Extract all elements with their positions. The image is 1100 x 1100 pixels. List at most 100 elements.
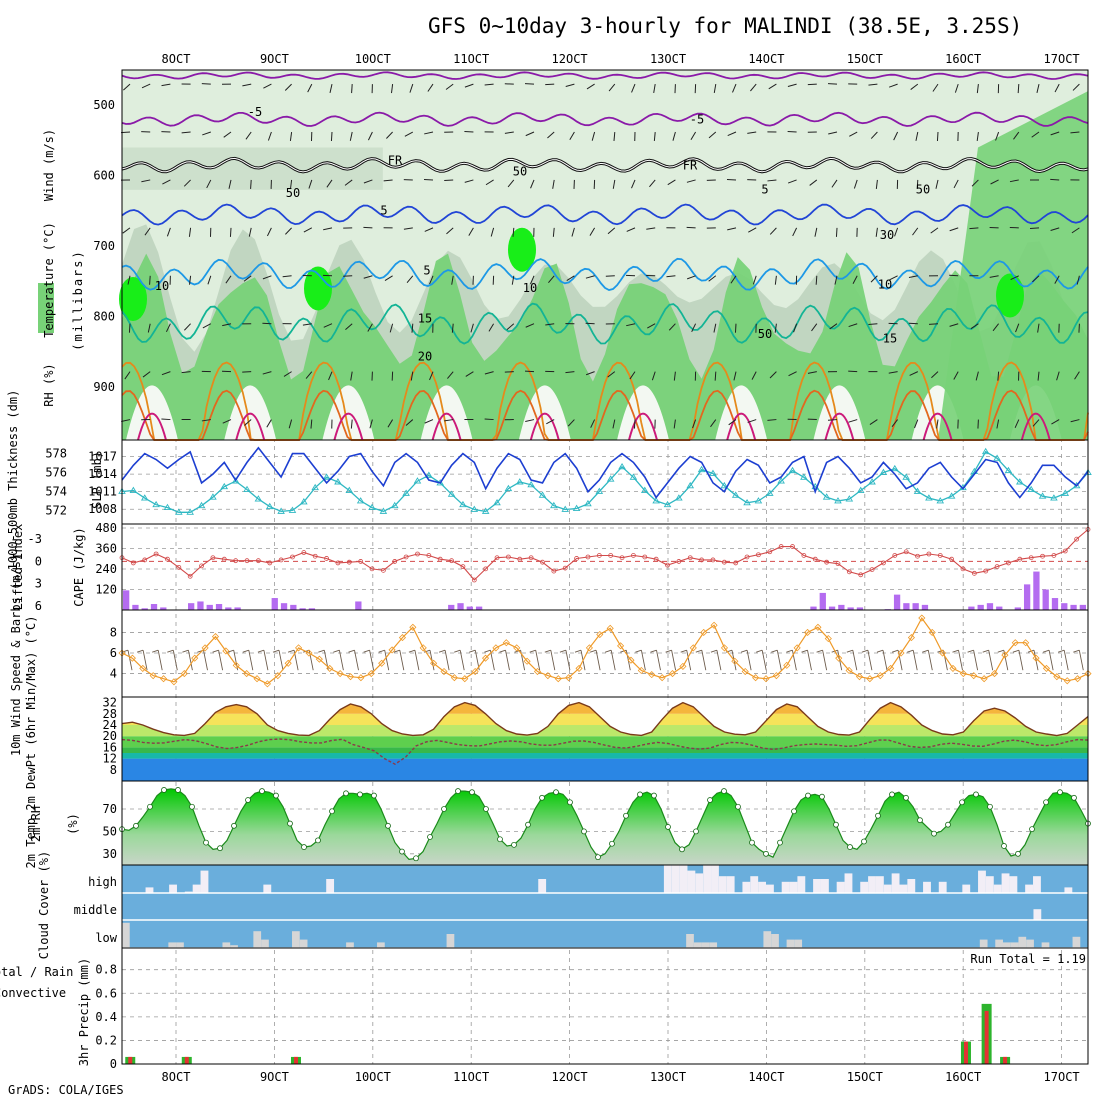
chart-title: GFS 0~10day 3-hourly for MALINDI (38.5E,… <box>428 14 1023 38</box>
thickness-point <box>777 477 785 484</box>
precip-convective-bar <box>1003 1056 1008 1064</box>
cape-bar <box>123 590 130 610</box>
wind-barb-10m <box>393 649 400 653</box>
wind-barb <box>831 179 838 188</box>
wind-barb <box>405 419 414 426</box>
cape-bar <box>912 603 919 610</box>
wind-barb-10m <box>142 650 148 671</box>
cloud-bar <box>711 865 719 893</box>
wind-speed-point <box>211 632 220 641</box>
thickness-point <box>413 477 422 484</box>
wind-barb <box>612 419 616 429</box>
wind-barb-10m <box>152 649 159 653</box>
date-label-bottom: 13OCT <box>650 1070 686 1084</box>
lifted-index-point <box>1040 553 1045 559</box>
thickness-point <box>231 477 240 484</box>
wind-speed-point <box>232 661 240 669</box>
wind-barb <box>1037 371 1040 381</box>
lifted-index-point <box>756 552 761 558</box>
ylabel-precip-total: Total / Rain <box>0 965 73 979</box>
wind-barb <box>282 275 292 278</box>
wind-barb <box>728 419 737 426</box>
wind-barb <box>206 179 212 189</box>
wind-speed-point <box>907 634 915 642</box>
rh-point <box>875 812 881 819</box>
wind-barb <box>590 419 596 428</box>
lifted-index-point <box>255 558 261 564</box>
wind-barb <box>827 419 838 421</box>
wind-barb <box>429 275 434 285</box>
slp-line <box>121 446 1089 499</box>
rh-point <box>987 803 993 810</box>
rh-point <box>735 803 741 810</box>
cape-bar <box>1033 571 1040 610</box>
rh-tick: 70 <box>103 802 117 816</box>
cape-bar <box>838 604 845 610</box>
wind-speed-point <box>191 654 199 662</box>
wind-barb <box>673 419 676 429</box>
lifted-index-point <box>415 551 420 557</box>
rh-point <box>525 821 531 828</box>
lifted-index-point <box>1017 556 1023 562</box>
rh-tick: 30 <box>103 847 117 861</box>
slp-tick: 1014 <box>88 467 117 481</box>
wind-barb <box>852 275 858 284</box>
wind-barb <box>464 131 474 133</box>
wind-barb <box>811 323 818 332</box>
pressure-tick: 600 <box>93 169 115 183</box>
wind-barb <box>512 227 515 237</box>
precip-convective-bar <box>963 1041 968 1064</box>
temp-band <box>122 736 1088 748</box>
rh-point <box>371 792 377 799</box>
rh-point <box>259 788 265 794</box>
isotherm-label: 10 <box>878 277 892 291</box>
wind-barb <box>1050 131 1060 136</box>
ylabel-cape: CAPE (J/kg) <box>72 527 86 606</box>
isotherm-line <box>121 203 1089 226</box>
wind-barb-10m <box>952 649 959 653</box>
wind-barb-10m <box>499 649 506 653</box>
wind-speed-point <box>990 670 999 678</box>
wind-speed-point <box>752 674 760 682</box>
cape-bar <box>1042 589 1049 610</box>
wind-speed-point <box>357 674 365 682</box>
thickness-point <box>334 478 342 485</box>
wind-barb <box>367 323 373 332</box>
wind-barb <box>750 83 757 92</box>
wind-barb <box>406 275 414 284</box>
temp-band <box>122 758 1088 781</box>
wind-speed-point <box>544 672 552 680</box>
rh-point <box>357 791 363 798</box>
wind-barb <box>936 131 939 142</box>
ylabel-precip: 3hr Precip (mm) <box>77 958 91 1066</box>
wind-speed-point <box>159 675 168 683</box>
wind-barb <box>410 371 414 381</box>
wind-barb <box>424 227 434 232</box>
wind-barb <box>225 275 232 284</box>
lifted-index-point <box>574 556 579 561</box>
wind-barb <box>908 275 918 279</box>
wind-barb-10m <box>1048 650 1054 671</box>
wind-barb-10m <box>912 650 918 671</box>
wind-barb <box>369 419 373 429</box>
wind-barb <box>183 179 191 187</box>
wind-barb <box>1072 83 1080 91</box>
cape-bar <box>977 604 984 610</box>
wind-speed-point <box>970 672 978 680</box>
wind-barb <box>1056 371 1060 381</box>
wind-speed-point <box>575 664 583 673</box>
cloud-bar <box>1041 942 1050 948</box>
cloud-bar <box>978 870 986 893</box>
wind-barb <box>411 323 414 333</box>
wind-barb-10m <box>227 649 234 653</box>
temp-tick: 8 <box>110 763 117 777</box>
date-label-top: 9OCT <box>260 52 289 66</box>
wind-barb <box>504 131 514 134</box>
wind-speed-point <box>336 670 344 678</box>
wind-barb <box>552 179 555 189</box>
cape-bar <box>847 607 854 610</box>
date-label-bottom: 14OCT <box>748 1070 784 1084</box>
wind-barb <box>686 275 696 280</box>
rh-point <box>329 808 335 815</box>
rh-point <box>287 820 293 827</box>
